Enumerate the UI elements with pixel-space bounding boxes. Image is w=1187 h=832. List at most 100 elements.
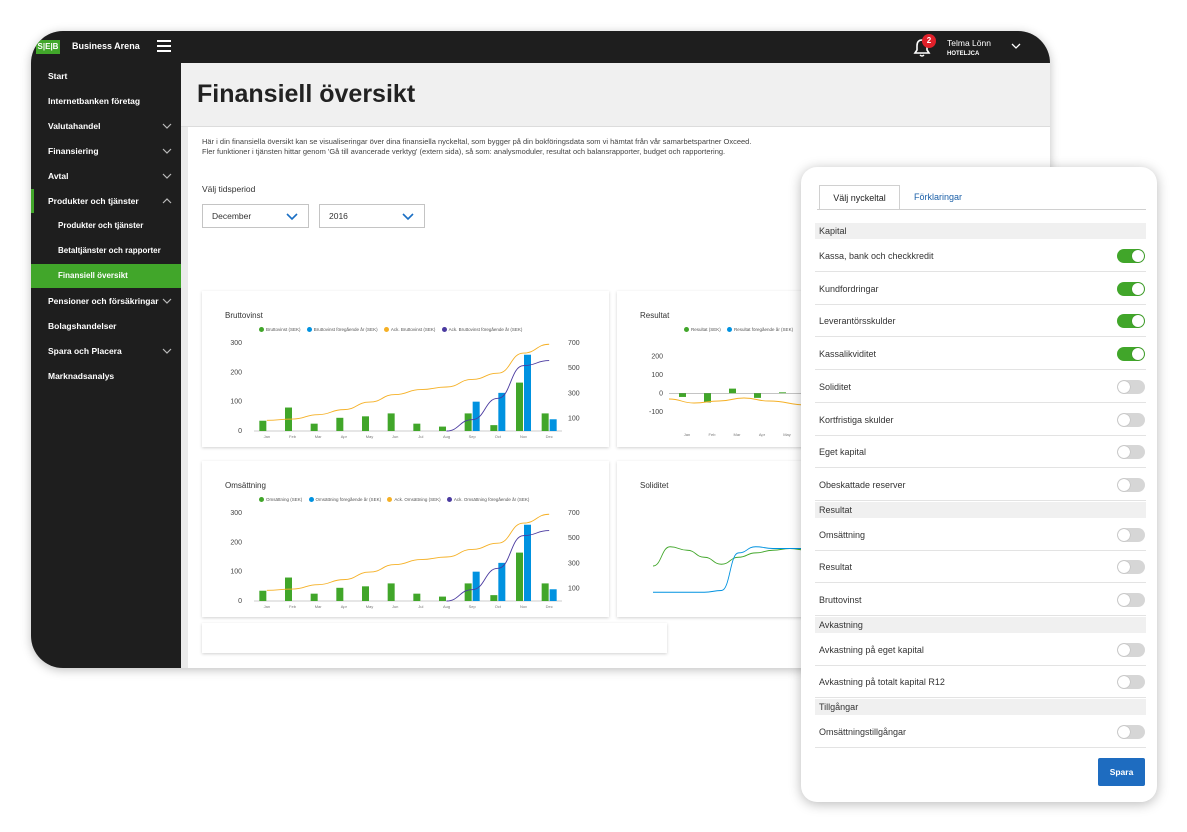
sidebar-item-label: Marknadsanalys [48, 371, 115, 381]
key-figure-toggle[interactable] [1117, 642, 1145, 657]
x-tick-label: Oct [495, 604, 502, 609]
key-figure-label: Kassa, bank och checkkredit [819, 251, 934, 261]
resultat-chart: -100 0 100 200 Jan Feb Mar Apr May [649, 353, 807, 437]
tab-forklaringar[interactable]: Förklaringar [913, 192, 962, 202]
x-tick-label: Jan [264, 434, 270, 439]
key-figure-label: Kundfordringar [819, 283, 879, 294]
y2-tick-label: 700 [568, 340, 580, 347]
x-tick-label: Sep [469, 434, 477, 439]
x-tick-label: Feb [289, 434, 297, 439]
save-button[interactable]: Spara [1098, 758, 1145, 786]
sidebar-subitem-produkter[interactable]: Produkter och tjänster [31, 214, 181, 238]
bar [464, 583, 472, 601]
chart-card-resultat: Resultat Resultat (SEK) Resultat föregåe… [617, 291, 807, 447]
y-tick-label: 100 [230, 569, 242, 576]
chevron-down-icon [162, 348, 172, 354]
bar [259, 590, 267, 601]
sidebar-item-produkter[interactable]: Produkter och tjänster [31, 189, 181, 213]
sidebar-item-finansiering[interactable]: Finansiering [31, 139, 181, 163]
key-figure-toggle[interactable] [1117, 675, 1145, 690]
sidebar-item-label: Finansiering [48, 146, 99, 156]
sidebar-item-bolagshandelser[interactable]: Bolagshandelser [31, 314, 181, 338]
legend-label: Ack. Omsättning föregående år (SEK) [453, 497, 530, 502]
key-figure-row: Soliditet [815, 371, 1146, 403]
x-tick-label: Mar [315, 604, 323, 609]
key-figure-label: Obeskattade reserver [819, 479, 906, 490]
sidebar-subitem-finansiell-oversikt[interactable]: Finansiell översikt [31, 264, 181, 288]
legend-label: Omsättning (SEK) [266, 497, 303, 502]
sidebar-item-start[interactable]: Start [31, 64, 181, 88]
key-figure-label: Resultat [819, 562, 853, 573]
sidebar-item-pensioner[interactable]: Pensioner och försäkringar [31, 289, 181, 313]
month-select[interactable]: December [202, 204, 309, 228]
sidebar-item-label: Produkter och tjänster [48, 196, 139, 206]
chevron-down-icon [162, 298, 172, 304]
legend-label: Ack. Omsättning (SEK) [394, 497, 441, 502]
y2-tick-label: 500 [568, 365, 580, 372]
key-figure-label: Avkastning på eget kapital [819, 644, 924, 655]
key-figure-row: Bruttovinst [815, 584, 1146, 616]
x-tick-label: Oct [495, 434, 502, 439]
chart-card-bruttovinst: Bruttovinst Bruttovinst (SEK) Bruttovins… [202, 291, 609, 447]
soliditet-chart [652, 546, 807, 593]
bar [516, 552, 523, 601]
chart-legend: Resultat (SEK) Resultat föregående år (S… [679, 327, 793, 332]
y-tick-label: 100 [651, 372, 663, 379]
y-tick-label: 200 [651, 353, 663, 360]
key-figure-toggle[interactable] [1117, 314, 1145, 329]
key-figure-toggle[interactable] [1117, 445, 1145, 460]
sidebar-item-label: Produkter och tjänster [58, 221, 144, 230]
page-title: Finansiell översikt [197, 80, 416, 108]
key-figure-toggle[interactable] [1117, 379, 1145, 394]
bar [754, 393, 761, 398]
y-tick-label: 300 [230, 340, 242, 347]
bar [524, 524, 531, 601]
series-line [668, 397, 807, 406]
year-select[interactable]: 2016 [319, 204, 425, 228]
key-figure-toggle[interactable] [1117, 477, 1145, 492]
sidebar-item-avtal[interactable]: Avtal [31, 164, 181, 188]
key-figure-row: Omsättning [815, 519, 1146, 551]
sidebar-item-label: Pensioner och försäkringar [48, 296, 159, 306]
sidebar-item-valutahandel[interactable]: Valutahandel [31, 114, 181, 138]
legend-swatch [259, 497, 264, 502]
sidebar-item-spara[interactable]: Spara och Placera [31, 339, 181, 363]
x-tick-label: Jan [684, 432, 690, 437]
x-tick-label: Feb [289, 604, 297, 609]
x-tick-label: Mar [315, 434, 323, 439]
chevron-down-icon[interactable] [1011, 42, 1021, 50]
key-figure-toggle[interactable] [1117, 560, 1145, 575]
key-figure-toggle[interactable] [1117, 281, 1145, 296]
sidebar-item-label: Start [48, 71, 68, 81]
user-name[interactable]: Telma Lönn [947, 38, 991, 48]
key-figure-toggle[interactable] [1117, 725, 1145, 740]
sidebar-active-marker [31, 189, 34, 213]
chevron-down-icon [162, 123, 172, 129]
x-tick-label: Aug [443, 434, 450, 439]
y2-tick-label: 500 [568, 535, 580, 542]
bar [524, 354, 531, 431]
legend-label: Ack. Bruttovinst föregående år (SEK) [448, 327, 523, 332]
sidebar-item-internetbanken[interactable]: Internetbanken företag [31, 89, 181, 113]
key-figure-toggle[interactable] [1117, 527, 1145, 542]
legend-swatch [259, 327, 264, 332]
hamburger-menu-icon[interactable] [157, 40, 171, 52]
omsattning-chart: 0 100 200 300 100 300 500 700 Jan Feb Mar Apr May Jun… [230, 510, 580, 609]
key-figure-toggle[interactable] [1117, 347, 1145, 362]
legend-swatch [441, 327, 447, 332]
legend-label: Bruttovinst föregående år (SEK) [313, 327, 378, 332]
key-figure-toggle[interactable] [1117, 249, 1145, 263]
x-tick-label: Feb [709, 432, 717, 437]
seb-logo[interactable]: S|E|B [36, 40, 60, 54]
bar [498, 392, 506, 431]
legend-swatch [306, 327, 312, 332]
sidebar-subitem-betaltjanster[interactable]: Betaltjänster och rapporter [31, 239, 181, 263]
tab-valj-nyckeltal[interactable]: Välj nyckeltal [819, 185, 900, 209]
sidebar-item-marknadsanalys[interactable]: Marknadsanalys [31, 364, 181, 388]
key-figure-label: Bruttovinst [819, 595, 862, 605]
x-tick-label: May [366, 434, 374, 439]
key-figure-toggle[interactable] [1117, 412, 1145, 427]
legend-label: Bruttovinst (SEK) [266, 327, 301, 332]
notification-badge: 2 [922, 34, 936, 48]
key-figure-toggle[interactable] [1117, 593, 1145, 607]
